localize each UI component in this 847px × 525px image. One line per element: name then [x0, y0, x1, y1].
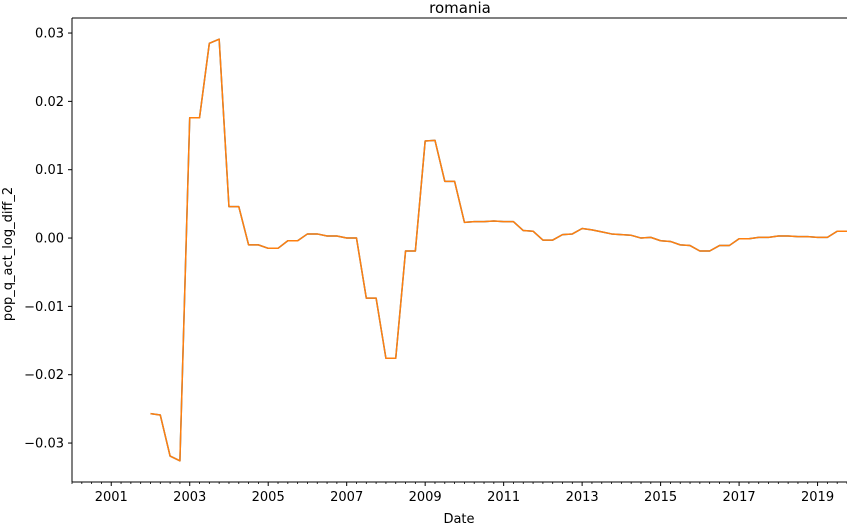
- x-tick-label: 2019: [801, 490, 834, 505]
- axes-layer: 0.03 0.02 0.01 0.00 −0.01 −0.02 −0.03 2001 2003 2…: [24, 17, 847, 505]
- y-axis-title: pop_q_act_log_diff_2: [1, 187, 16, 321]
- x-tick-label: 2001: [95, 490, 128, 505]
- y-tick-label: −0.02: [24, 368, 64, 383]
- x-tick-label: 2013: [566, 490, 599, 505]
- x-tick-label: 2005: [252, 490, 285, 505]
- y-tick-label: −0.01: [24, 300, 64, 315]
- x-tick-label: 2017: [723, 490, 756, 505]
- y-tick-label: −0.03: [24, 437, 64, 452]
- series-layer: [150, 38, 847, 462]
- x-tick-label: 2015: [644, 490, 677, 505]
- x-tick-label: 2003: [173, 490, 206, 505]
- chart-title: romania: [429, 0, 491, 17]
- x-axis-title: Date: [443, 512, 474, 525]
- y-tick-label: 0.02: [35, 95, 64, 110]
- series-line-2: [150, 38, 847, 462]
- y-tick-label: 0.00: [35, 232, 64, 247]
- x-tick-label: 2007: [330, 490, 363, 505]
- x-tick-label: 2011: [487, 490, 520, 505]
- y-tick-label: 0.03: [35, 27, 64, 42]
- x-tick-label: 2009: [409, 490, 442, 505]
- y-tick-label: 0.01: [35, 163, 64, 178]
